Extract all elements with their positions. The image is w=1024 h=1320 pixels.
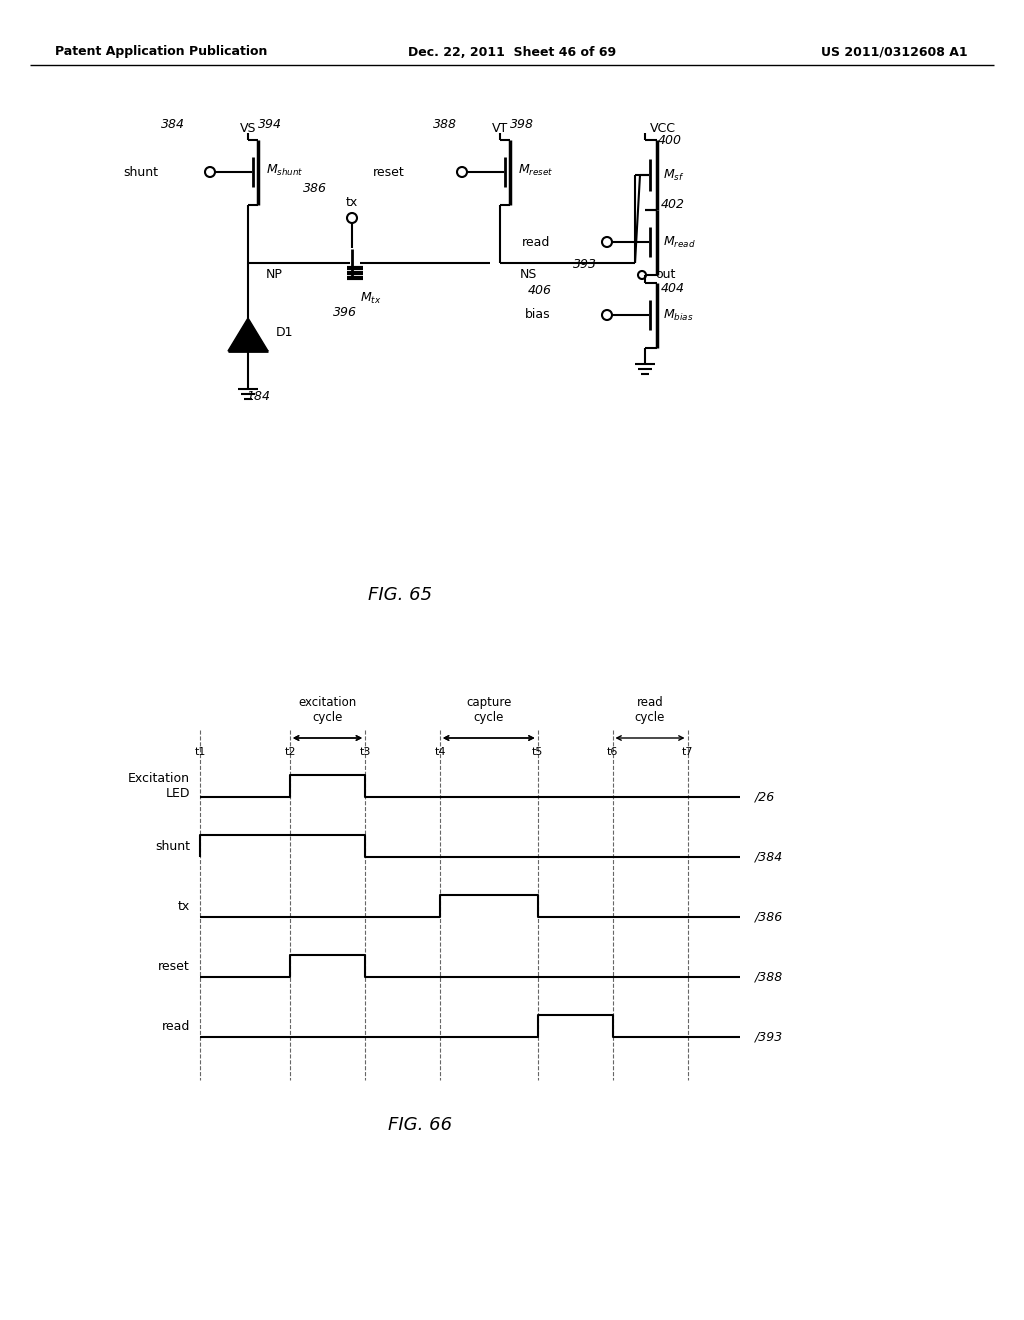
Text: US 2011/0312608 A1: US 2011/0312608 A1 (821, 45, 968, 58)
Text: t6: t6 (607, 747, 618, 756)
Text: read: read (162, 1019, 190, 1032)
Text: 184: 184 (246, 389, 270, 403)
Text: FIG. 65: FIG. 65 (368, 586, 432, 605)
Text: FIG. 66: FIG. 66 (388, 1115, 452, 1134)
Text: tx: tx (346, 197, 358, 210)
Text: capture
cycle: capture cycle (466, 696, 511, 723)
Text: tx: tx (178, 899, 190, 912)
Text: 404: 404 (662, 282, 685, 296)
Text: $M_{read}$: $M_{read}$ (663, 235, 695, 249)
Text: $M_{shunt}$: $M_{shunt}$ (266, 162, 304, 178)
Text: /386: /386 (755, 911, 783, 924)
Text: VS: VS (240, 121, 256, 135)
Text: /26: /26 (755, 791, 775, 804)
Text: shunt: shunt (123, 165, 158, 178)
Text: $M_{sf}$: $M_{sf}$ (663, 168, 684, 182)
Text: NS: NS (520, 268, 538, 281)
Text: 402: 402 (662, 198, 685, 211)
Text: $M_{bias}$: $M_{bias}$ (663, 308, 693, 322)
Text: reset: reset (159, 960, 190, 973)
Text: $M_{tx}$: $M_{tx}$ (360, 290, 382, 306)
Text: Patent Application Publication: Patent Application Publication (55, 45, 267, 58)
Text: out: out (655, 268, 676, 281)
Text: t3: t3 (359, 747, 371, 756)
Text: t5: t5 (531, 747, 543, 756)
Text: 400: 400 (658, 133, 682, 147)
Text: VT: VT (492, 121, 508, 135)
Text: 394: 394 (258, 119, 282, 132)
Text: 406: 406 (528, 285, 552, 297)
Text: read
cycle: read cycle (635, 696, 666, 723)
Text: t2: t2 (285, 747, 296, 756)
Text: excitation
cycle: excitation cycle (298, 696, 356, 723)
Text: t4: t4 (434, 747, 445, 756)
Text: 393: 393 (573, 257, 597, 271)
Text: 384: 384 (161, 119, 185, 132)
Text: Excitation
LED: Excitation LED (128, 772, 190, 800)
Text: shunt: shunt (155, 840, 190, 853)
Text: /388: /388 (755, 970, 783, 983)
Text: Dec. 22, 2011  Sheet 46 of 69: Dec. 22, 2011 Sheet 46 of 69 (408, 45, 616, 58)
Text: VCC: VCC (650, 121, 676, 135)
Text: 396: 396 (333, 306, 357, 319)
Text: 388: 388 (433, 119, 457, 132)
Text: read: read (521, 235, 550, 248)
Text: D1: D1 (276, 326, 294, 339)
Text: bias: bias (524, 309, 550, 322)
Text: t1: t1 (195, 747, 206, 756)
Text: NP: NP (266, 268, 283, 281)
Text: 398: 398 (510, 119, 534, 132)
Text: t7: t7 (682, 747, 693, 756)
Text: /393: /393 (755, 1031, 783, 1044)
Text: $M_{reset}$: $M_{reset}$ (518, 162, 553, 178)
Text: reset: reset (374, 165, 406, 178)
Text: 386: 386 (303, 181, 327, 194)
Text: /384: /384 (755, 850, 783, 863)
Polygon shape (228, 318, 268, 351)
